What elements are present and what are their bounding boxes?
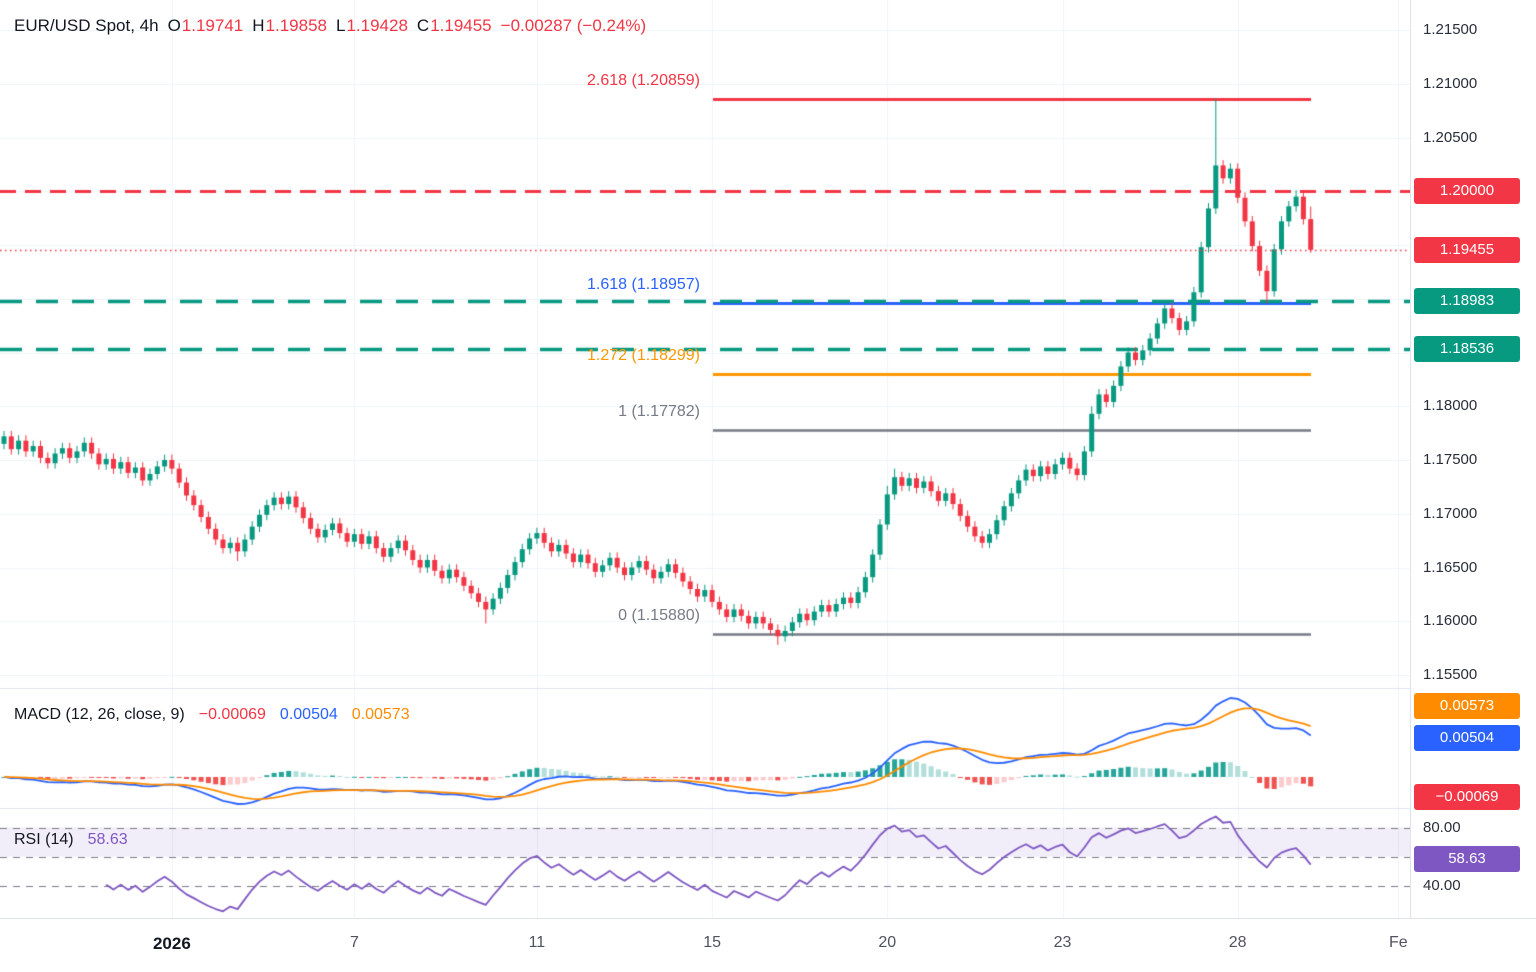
price-badge-1.20000: 1.20000 <box>1414 178 1520 205</box>
high-value: 1.19858 <box>265 16 327 35</box>
time-tick-Fe: Fe <box>1388 934 1408 951</box>
macd-line-value: 0.00504 <box>279 706 338 723</box>
price-badge-1.19455: 1.19455 <box>1414 236 1520 263</box>
time-axis[interactable]: 2026 7 11 15 20 23 28 Fe <box>0 918 1536 972</box>
price-tick: 1.21000 <box>1423 74 1478 92</box>
price-axis[interactable]: 1.21500 1.21000 1.20500 1.18000 1.17500 1.170… <box>1410 0 1536 918</box>
macd-badge-1: 0.00504 <box>1414 725 1520 751</box>
price-tick: 1.21500 <box>1423 21 1478 38</box>
price-tick: 1.15500 <box>1423 666 1478 683</box>
macd-signal-value: 0.00573 <box>351 706 410 723</box>
price-chart-canvas[interactable] <box>0 0 1410 918</box>
macd-legend: MACD (12, 26, close, 9) −0.00069 0.00504 0.… <box>14 706 410 724</box>
close-value: 1.19455 <box>430 16 492 35</box>
price-tick: 1.20500 <box>1423 128 1478 146</box>
low-label: L <box>335 16 346 35</box>
rsi-tick: 40.00 <box>1423 876 1461 894</box>
macd-badge-0: 0.00573 <box>1414 693 1520 719</box>
macd-histogram-value: −0.00069 <box>198 706 266 723</box>
symbol-title[interactable]: EUR/USD Spot, 4h <box>14 16 159 35</box>
macd-title[interactable]: MACD (12, 26, close, 9) <box>14 706 185 723</box>
change-value: −0.00287 (−0.24%) <box>500 16 647 35</box>
symbol-legend: EUR/USD Spot, 4h O1.19741 H1.19858 L1.19428… <box>14 16 646 36</box>
price-tick: 1.16000 <box>1423 612 1478 630</box>
fib-level-label-2[interactable]: 1.272 (1.18299) <box>587 347 700 365</box>
low-value: 1.19428 <box>346 16 408 35</box>
fib-level-label-1[interactable]: 1.618 (1.18957) <box>587 276 700 294</box>
price-tick: 1.17500 <box>1423 451 1478 468</box>
time-tick-7: 7 <box>349 934 359 951</box>
time-tick-28: 28 <box>1228 934 1247 951</box>
time-tick-23: 23 <box>1053 934 1072 951</box>
time-tick-11: 11 <box>528 934 546 951</box>
price-badge-1.18983: 1.18983 <box>1414 287 1520 314</box>
time-tick-2026: 2026 <box>152 934 191 953</box>
rsi-badge: 58.63 <box>1414 845 1520 872</box>
time-tick-15: 15 <box>703 934 721 951</box>
fib-level-label-0[interactable]: 2.618 (1.20859) <box>587 71 700 89</box>
close-label: C <box>416 16 430 35</box>
rsi-tick: 80.00 <box>1423 818 1461 836</box>
price-tick: 1.16500 <box>1423 558 1478 576</box>
open-value: 1.19741 <box>181 16 244 35</box>
price-tick: 1.18000 <box>1423 397 1478 415</box>
fib-level-label-3[interactable]: 1 (1.17782) <box>618 402 700 420</box>
macd-badge-2: −0.00069 <box>1414 784 1520 810</box>
rsi-legend: RSI (14) 58.63 <box>14 831 128 849</box>
rsi-value: 58.63 <box>87 831 128 848</box>
high-label: H <box>252 16 265 35</box>
time-tick-20: 20 <box>878 934 897 951</box>
fib-level-label-4[interactable]: 0 (1.15880) <box>618 607 700 625</box>
open-label: O <box>167 16 181 35</box>
price-tick: 1.17000 <box>1423 504 1478 522</box>
price-badge-1.18536: 1.18536 <box>1414 335 1520 362</box>
rsi-title[interactable]: RSI (14) <box>14 831 74 848</box>
